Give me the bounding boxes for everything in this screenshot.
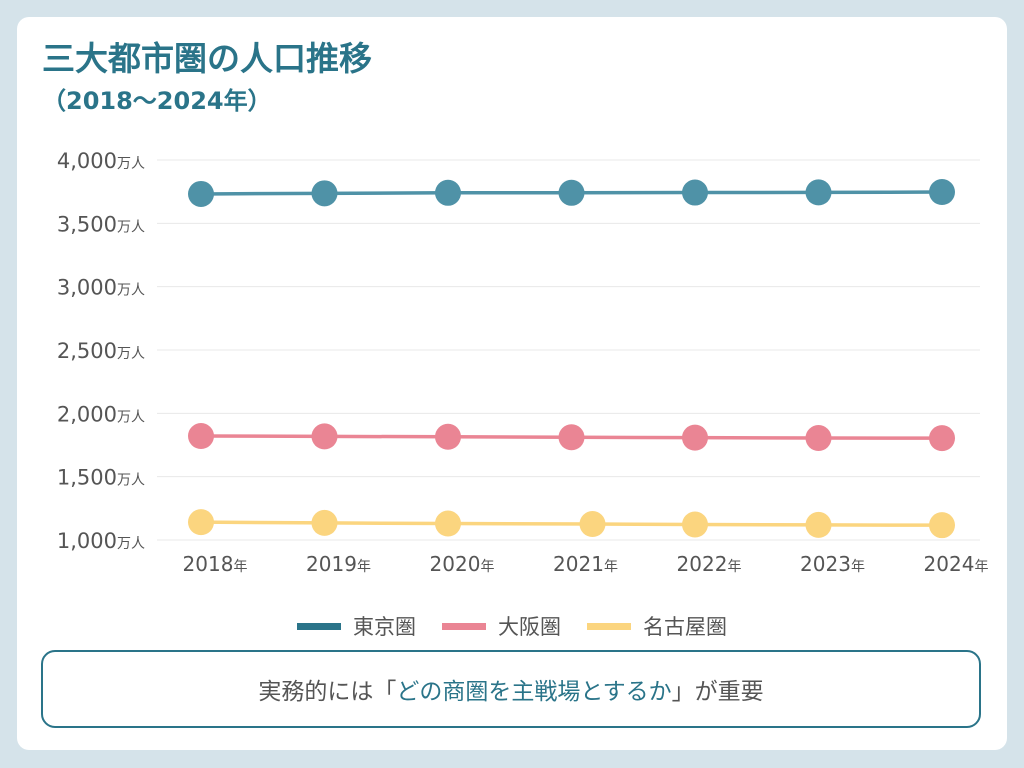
data-point-osaka-2022 [682, 424, 708, 451]
data-point-nagoya-2024 [929, 512, 955, 539]
x-tick-label: 2020年 [430, 552, 495, 576]
y-tick-label: 4,000万人 [57, 149, 145, 173]
data-point-nagoya-2020 [435, 510, 461, 537]
data-point-tokyo-2019 [311, 180, 338, 207]
page-title: 三大都市圏の人口推移 [42, 39, 372, 78]
legend-swatch-tokyo [297, 622, 341, 630]
data-point-tokyo-2021 [558, 179, 585, 206]
line-chart: 1,000万人 1,500万人 2,000万人 2,500万人 3,000万人 3,500… [57, 149, 989, 576]
data-point-nagoya-2022 [682, 511, 708, 538]
data-point-tokyo-2022 [682, 179, 708, 206]
data-point-osaka-2018 [188, 423, 214, 450]
data-point-nagoya-2019 [311, 509, 338, 536]
x-tick-label: 2018年 [183, 552, 248, 576]
x-tick-label: 2021年 [553, 552, 618, 576]
legend-item-tokyo[interactable]: 東京圏 [297, 611, 416, 641]
x-tick-label: 2023年 [800, 552, 865, 576]
chart-legend: 東京圏 大阪圏 名古屋圏 [17, 611, 1007, 641]
data-point-nagoya-2018 [188, 509, 214, 536]
page-subtitle: （2018〜2024年） [42, 87, 272, 115]
data-point-osaka-2020 [435, 423, 461, 450]
legend-item-osaka[interactable]: 大阪圏 [442, 611, 561, 641]
x-tick-label: 2019年 [306, 552, 371, 576]
data-point-osaka-2023 [805, 425, 832, 452]
legend-label-osaka: 大阪圏 [498, 615, 561, 639]
y-tick-label: 1,500万人 [57, 466, 145, 490]
y-tick-label: 3,000万人 [57, 276, 145, 300]
key-takeaway-box: 実務的には「 どの商圏を主戦場とするか 」が重要 [41, 650, 981, 728]
x-tick-label: 2024年 [924, 552, 989, 576]
legend-label-tokyo: 東京圏 [353, 615, 416, 639]
y-tick-label: 1,000万人 [57, 529, 145, 553]
data-point-osaka-2021 [558, 424, 585, 451]
data-point-osaka-2019 [311, 423, 338, 450]
data-point-osaka-2024 [929, 425, 955, 452]
legend-swatch-osaka [442, 622, 486, 630]
note-prefix: 実務的には「 [258, 679, 397, 705]
x-tick-label: 2022年 [677, 552, 742, 576]
y-tick-label: 2,000万人 [57, 402, 145, 426]
data-point-tokyo-2023 [805, 179, 832, 206]
legend-swatch-nagoya [587, 622, 631, 630]
legend-label-nagoya: 名古屋圏 [643, 615, 727, 639]
data-point-tokyo-2020 [435, 179, 461, 206]
y-tick-label: 3,500万人 [57, 212, 145, 236]
chart-card: 三大都市圏の人口推移 （2018〜2024年） 1,000万人 1,500万人 2,… [17, 17, 1007, 750]
legend-item-nagoya[interactable]: 名古屋圏 [587, 611, 727, 641]
data-point-nagoya-2023 [805, 511, 832, 538]
data-point-tokyo-2024 [929, 179, 955, 206]
data-point-tokyo-2018 [188, 180, 214, 207]
note-highlight: どの商圏を主戦場とするか [396, 679, 672, 705]
data-point-nagoya-2021 [579, 511, 606, 538]
note-suffix: 」が重要 [671, 679, 764, 705]
y-tick-label: 2,500万人 [57, 339, 145, 363]
